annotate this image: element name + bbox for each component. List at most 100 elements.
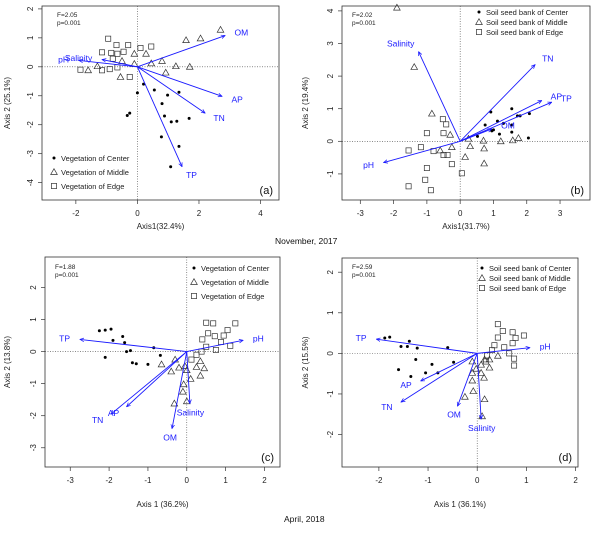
vector-label-ap: AP: [232, 94, 244, 104]
data-point: [199, 336, 206, 343]
data-point: [134, 362, 138, 366]
data-point: [99, 49, 105, 56]
data-point: [466, 142, 475, 150]
data-point: [163, 114, 167, 118]
data-point: [440, 152, 447, 158]
x-axis-label: Axis 1 (36.1%): [434, 500, 486, 509]
data-point: [494, 334, 501, 341]
data-point: [490, 129, 494, 133]
caption-april-2018: April, 2018: [284, 514, 325, 524]
data-point: [468, 376, 477, 384]
vector-label-tp: TP: [561, 94, 572, 104]
x-tick-label: 1: [491, 209, 496, 218]
y-tick-label: 2: [326, 73, 335, 78]
x-axis-label: Axis1(31.7%): [442, 222, 490, 231]
vector-ph: [384, 140, 461, 162]
data-point: [175, 363, 183, 371]
data-point: [405, 183, 412, 190]
vector-label-tp: TP: [356, 333, 367, 343]
vector-tp: [376, 339, 478, 354]
y-tick-label: 3: [326, 41, 335, 46]
data-point: [427, 109, 436, 117]
vector-om: [137, 36, 225, 68]
data-point: [397, 368, 401, 372]
x-tick-label: 0: [458, 209, 463, 218]
data-point: [84, 66, 93, 74]
data-point: [417, 144, 424, 151]
y-tick-label: 1: [326, 310, 335, 315]
x-tick-label: 2: [197, 209, 202, 218]
y-tick-label: 1: [26, 35, 35, 40]
data-point: [200, 364, 209, 372]
data-point: [452, 360, 456, 364]
panel-tag: (c): [261, 452, 274, 464]
data-point: [511, 362, 518, 369]
data-point: [497, 132, 501, 136]
data-point: [211, 333, 218, 340]
y-tick-label: 2: [326, 269, 335, 274]
data-point: [475, 134, 479, 138]
data-point: [109, 55, 116, 62]
legend-marker-dot: [480, 266, 484, 270]
data-point: [210, 320, 217, 327]
data-point: [407, 339, 411, 343]
data-point: [484, 352, 490, 359]
data-point: [424, 371, 428, 375]
series-dot: [97, 327, 162, 366]
y-axis-label: Axis 2 (25.1%): [3, 77, 12, 129]
vector-om: [460, 129, 492, 142]
data-point: [483, 358, 490, 365]
data-point: [93, 62, 102, 70]
data-point: [160, 102, 164, 106]
data-point: [192, 362, 201, 370]
data-point: [159, 135, 163, 139]
vector-om: [458, 353, 478, 406]
data-point: [212, 347, 219, 353]
f-statistic: F=2.05: [57, 12, 78, 19]
x-tick-label: 0: [475, 476, 480, 485]
vector-ph: [186, 340, 243, 353]
data-point: [142, 82, 146, 86]
legend-marker-dot: [52, 156, 56, 160]
vector-ap: [137, 66, 222, 97]
vector-om: [172, 351, 188, 429]
data-point: [508, 136, 517, 144]
data-point: [489, 347, 495, 354]
data-point: [510, 130, 514, 134]
data-point: [388, 335, 392, 339]
f-statistic: F=2.02: [352, 12, 373, 19]
y-tick-label: 2: [29, 285, 38, 290]
data-point: [430, 362, 434, 366]
y-tick-label: -1: [326, 390, 335, 398]
data-point: [125, 350, 129, 354]
legend-entry: Vegetation of Center: [201, 264, 270, 273]
y-tick-label: 0: [29, 349, 38, 354]
data-point: [447, 143, 456, 151]
y-tick-label: -2: [29, 412, 38, 420]
data-point: [483, 123, 487, 127]
y-tick-label: -3: [29, 444, 38, 452]
data-point: [480, 159, 489, 167]
p-value: p=0.001: [352, 272, 376, 279]
vector-salinity: [418, 52, 461, 142]
data-point: [216, 25, 225, 33]
legend-entry: Soil seed bank of Edge: [489, 284, 566, 293]
plot-frame: [341, 257, 579, 468]
vector-tn: [137, 66, 205, 113]
panel-c: -3 -2 -1 0 1 2 2 1 0 -1 -2 -3 Axis 1 (36.2%) Axis 2 (…: [3, 256, 281, 509]
series-dot: [383, 335, 456, 379]
vector-label-tn: TN: [542, 53, 553, 63]
y-tick-label: 0: [326, 351, 335, 356]
data-point: [440, 130, 447, 137]
vector-label-ap: AP: [108, 408, 120, 418]
legend-entry: Vegetation of Edge: [61, 182, 124, 191]
data-point: [405, 147, 412, 154]
caption-november-2017: November, 2017: [275, 236, 338, 246]
vector-label-ap: AP: [551, 92, 563, 102]
data-point: [137, 45, 144, 51]
y-tick-label: -4: [26, 179, 35, 187]
vector-label-om: OM: [447, 410, 461, 420]
x-tick-label: 1: [223, 476, 228, 485]
data-point: [493, 351, 502, 359]
data-point: [116, 72, 125, 80]
